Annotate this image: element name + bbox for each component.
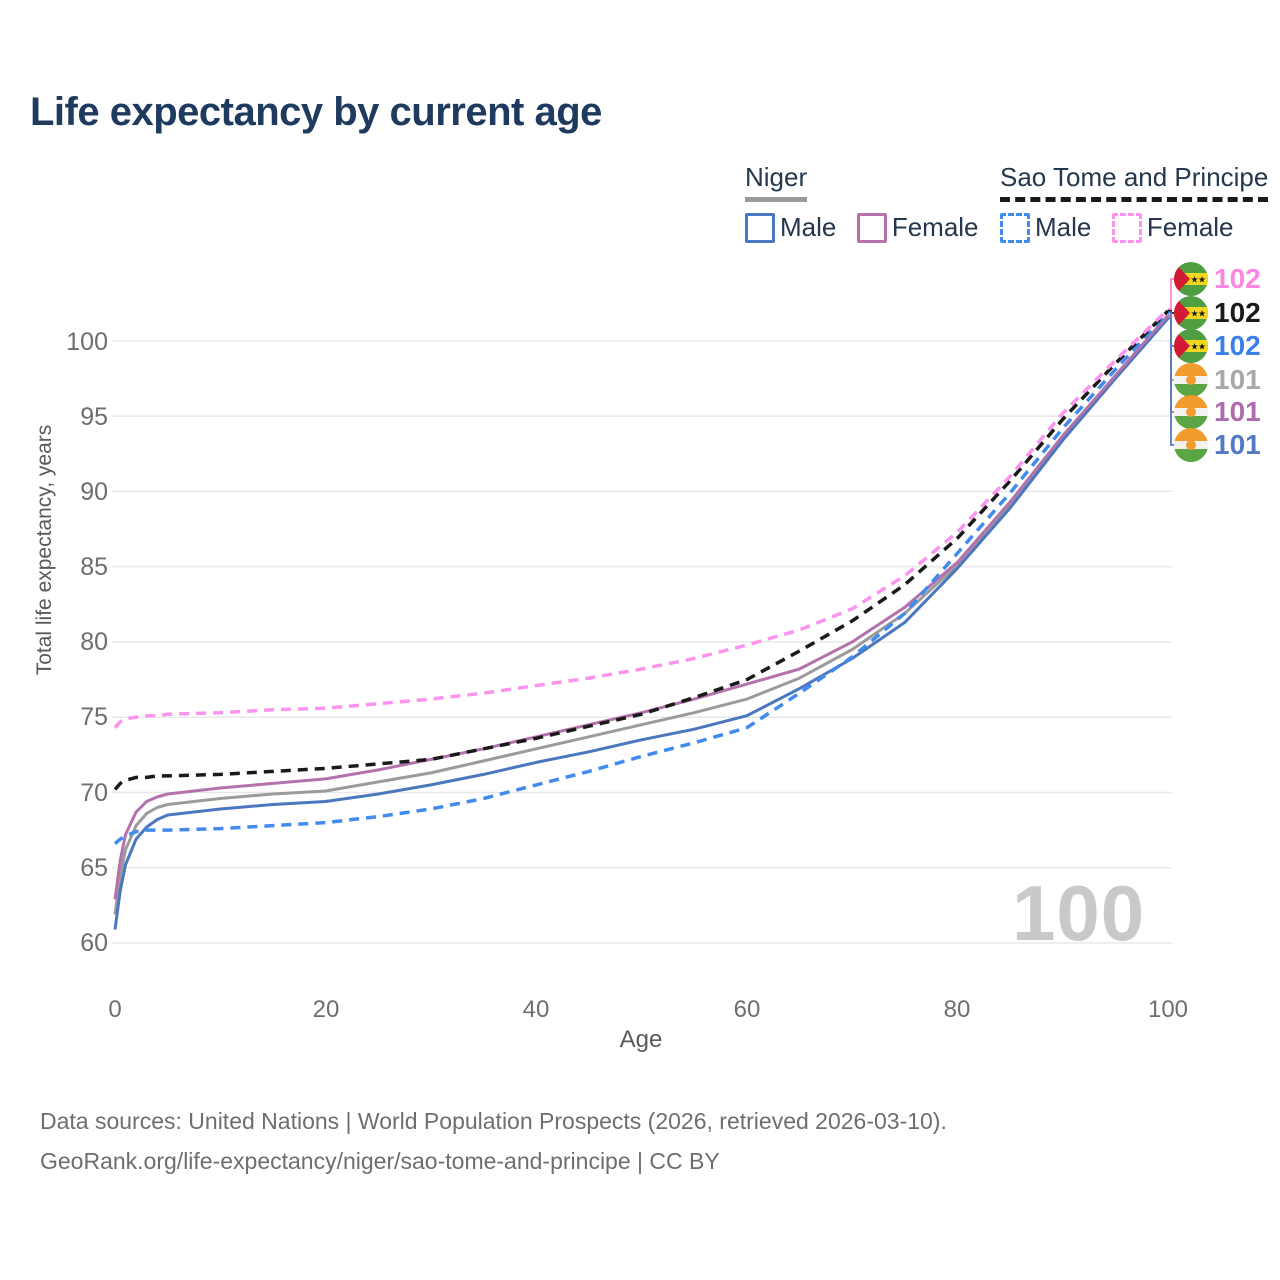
series-end-value: 101 — [1214, 429, 1261, 460]
svg-text:★: ★ — [1191, 275, 1199, 285]
niger-flag-icon — [1174, 395, 1208, 429]
series-end-value: 101 — [1214, 396, 1261, 427]
y-tick: 65 — [80, 854, 108, 882]
niger-flag-icon — [1174, 363, 1208, 397]
watermark-text: 100 — [1012, 869, 1146, 957]
legend-item-label: Female — [891, 212, 979, 242]
page-title: Life expectancy by current age — [30, 90, 602, 134]
svg-text:★: ★ — [1198, 342, 1206, 352]
series-end-value: 102 — [1214, 263, 1261, 294]
legend-item-stp-male[interactable]: Male — [1000, 212, 1091, 243]
y-tick: 100 — [66, 328, 108, 356]
svg-text:★: ★ — [1198, 275, 1206, 285]
legend-country-sao-tome[interactable]: Sao Tome and Principe — [1000, 162, 1269, 202]
x-tick: 0 — [108, 996, 122, 1023]
y-axis-title: Total life expectancy, years — [33, 424, 56, 676]
endpoint-row-niger-female: 101 — [1174, 395, 1261, 429]
endpoint-row-stp-total: ★ ★ 102 — [1174, 296, 1261, 330]
sao-tome-and-principe-flag-icon: ★ ★ — [1174, 329, 1208, 363]
attribution-text: GeoRank.org/life-expectancy/niger/sao-to… — [40, 1148, 720, 1174]
niger-male-swatch-icon — [745, 212, 775, 243]
legend-item-label: Male — [1035, 212, 1092, 242]
y-tick: 95 — [80, 403, 108, 431]
x-tick: 40 — [522, 996, 550, 1023]
stp-male-swatch-icon — [1000, 212, 1030, 243]
svg-text:★: ★ — [1191, 342, 1199, 352]
x-tick: 80 — [943, 996, 971, 1023]
stp-female-swatch-icon — [1111, 212, 1142, 243]
endpoint-row-stp-female: ★ ★ 102 — [1174, 262, 1261, 296]
x-tick: 60 — [733, 996, 761, 1023]
y-tick: 85 — [80, 553, 108, 581]
niger-female-swatch-icon — [856, 212, 887, 243]
x-axis-title: Age — [619, 1026, 663, 1053]
legend-group-sao-tome: Sao Tome and Principe Male Female — [1000, 162, 1269, 248]
endpoint-row-stp-male: ★ ★ 102 — [1174, 329, 1261, 363]
legend-item-label: Female — [1146, 212, 1234, 242]
endpoint-row-niger-total: 101 — [1174, 363, 1261, 397]
legend-group-niger: Niger Male Female — [745, 162, 995, 248]
series-end-value: 102 — [1214, 330, 1261, 361]
series-end-value: 101 — [1214, 364, 1261, 395]
series-end-value: 102 — [1214, 297, 1261, 328]
legend-country-niger[interactable]: Niger — [745, 162, 808, 202]
legend-item-label: Male — [780, 212, 837, 242]
niger-flag-icon — [1174, 428, 1208, 462]
y-tick: 80 — [80, 628, 108, 656]
svg-text:★: ★ — [1191, 309, 1199, 319]
y-tick: 70 — [80, 779, 108, 807]
x-tick: 20 — [312, 996, 340, 1023]
legend-item-stp-female[interactable]: Female — [1111, 212, 1234, 243]
y-tick: 75 — [80, 703, 108, 731]
sao-tome-and-principe-flag-icon: ★ ★ — [1174, 296, 1208, 330]
svg-text:★: ★ — [1198, 309, 1206, 319]
endpoint-row-niger-male: 101 — [1174, 428, 1261, 462]
y-tick: 60 — [80, 929, 108, 957]
sao-tome-and-principe-flag-icon: ★ ★ — [1174, 262, 1208, 296]
y-tick: 90 — [80, 478, 108, 506]
x-tick: 100 — [1147, 996, 1189, 1023]
legend-item-niger-female[interactable]: Female — [856, 212, 979, 243]
data-source-text: Data sources: United Nations | World Pop… — [40, 1108, 947, 1134]
legend-item-niger-male[interactable]: Male — [745, 212, 836, 243]
